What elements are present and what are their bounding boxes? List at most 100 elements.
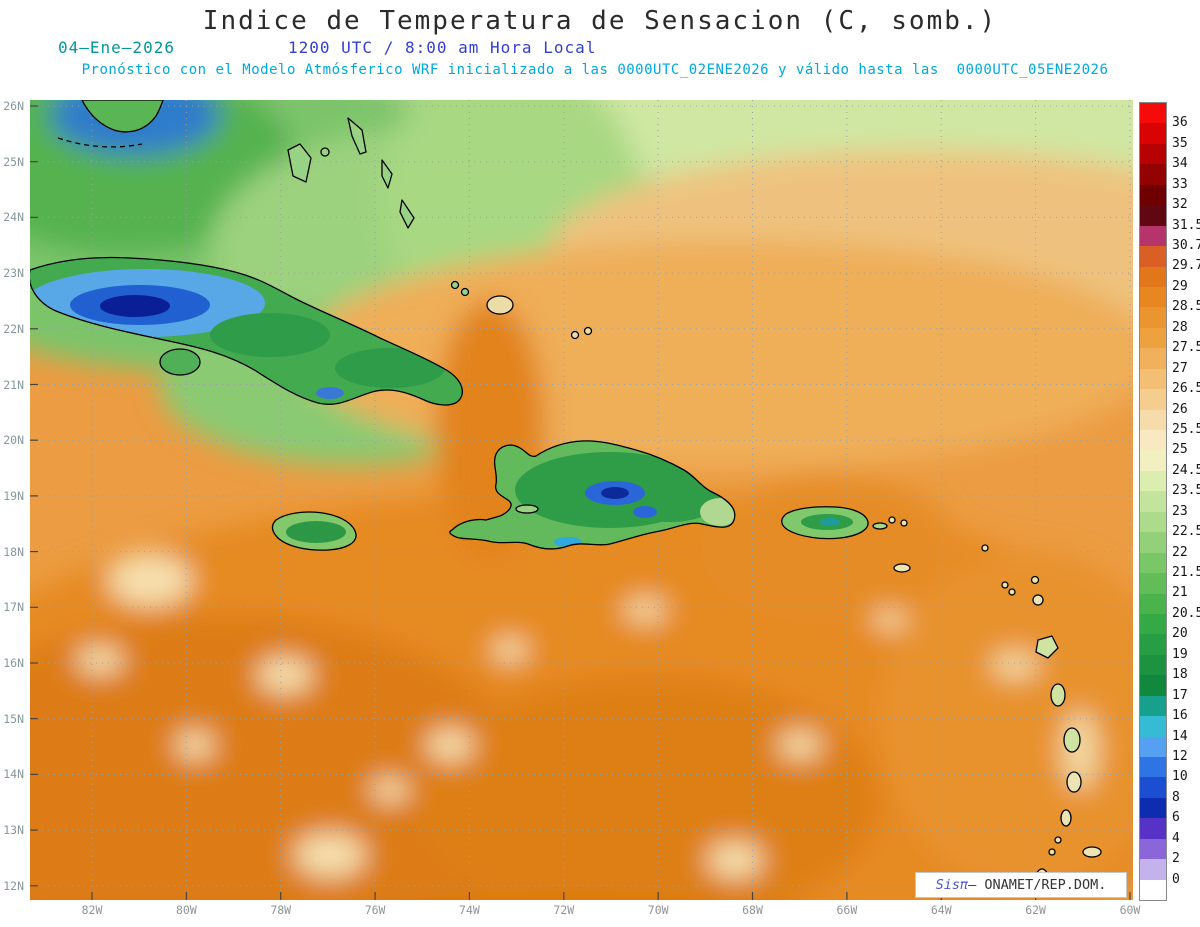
lat-label: 26N xyxy=(3,99,24,113)
colorbar-label: 36 xyxy=(1172,115,1188,131)
colorbar-label: 12 xyxy=(1172,748,1188,764)
colorbar-label: 32 xyxy=(1172,197,1188,213)
lat-label: 14N xyxy=(3,767,24,782)
colorbar-cell xyxy=(1140,838,1166,860)
lat-label: 18N xyxy=(3,544,24,559)
colorbar-label: 19 xyxy=(1172,646,1188,662)
lon-label: 68W xyxy=(742,903,763,917)
puerto-rico xyxy=(781,506,888,540)
colorbar-cell xyxy=(1140,368,1166,390)
colorbar-label: 2 xyxy=(1172,851,1180,867)
colorbar-cell xyxy=(1140,409,1166,430)
lat-label: 12N xyxy=(3,878,24,893)
colorbar-cell xyxy=(1140,879,1166,901)
lon-label: 72W xyxy=(553,903,575,917)
lat-axis: 26N 25N 24N 23N 22N 21N 20N 19N 18N 17N 16N 15N 14N 1… xyxy=(0,99,27,900)
lat-label: 15N xyxy=(3,711,24,726)
colorbar-label: 0 xyxy=(1172,871,1180,887)
colorbar-label: 26.5 xyxy=(1172,381,1200,397)
watermark-text: — ONAMET/REP.DOM. xyxy=(968,877,1107,893)
jamaica xyxy=(271,511,357,551)
colorbar-label: 30.7 xyxy=(1172,238,1200,254)
lon-label: 80W xyxy=(175,903,197,917)
colorbar-cell xyxy=(1140,327,1166,349)
forecast-time: 1200 UTC / 8:00 am Hora Local xyxy=(288,38,597,57)
coastlines xyxy=(30,100,1102,888)
colorbar-label: 17 xyxy=(1172,687,1188,703)
colorbar-cell xyxy=(1140,797,1166,819)
colorbar xyxy=(1139,102,1167,901)
colorbar-label: 25 xyxy=(1172,442,1188,458)
colorbar-cell xyxy=(1140,307,1166,328)
colorbar-label: 20 xyxy=(1172,626,1188,642)
watermark-brand: Sisπ xyxy=(935,877,969,893)
colorbar-label: 27 xyxy=(1172,360,1188,376)
colorbar-cell xyxy=(1140,246,1166,267)
colorbar-cell xyxy=(1140,593,1166,614)
colorbar-label: 29.7 xyxy=(1172,258,1200,274)
graticule xyxy=(30,100,1133,900)
colorbar-cell xyxy=(1140,818,1166,839)
model-info-line: Pronóstico con el Modelo Atmósferico WRF… xyxy=(81,62,1109,78)
lat-label: 13N xyxy=(3,823,24,838)
colorbar-cell xyxy=(1140,103,1166,124)
colorbar-cell xyxy=(1140,430,1166,451)
colorbar-label: 23 xyxy=(1172,503,1188,519)
colorbar-label: 35 xyxy=(1172,135,1188,151)
lon-axis: 82W 80W 78W 76W 74W 72W 70W 68W 66W 64W 62W 60W xyxy=(30,903,1141,921)
colorbar-label: 4 xyxy=(1172,830,1180,846)
colorbar-cell xyxy=(1140,777,1166,798)
lat-label: 19N xyxy=(3,488,24,503)
lon-label: 76W xyxy=(364,903,386,917)
colorbar-cell xyxy=(1140,859,1166,880)
colorbar-cell xyxy=(1140,450,1166,471)
colorbar-label: 20.5 xyxy=(1172,605,1200,621)
colorbar-cell xyxy=(1140,757,1166,778)
lat-label: 22N xyxy=(3,321,24,336)
lon-label: 74W xyxy=(459,903,480,917)
lat-label: 16N xyxy=(3,656,24,670)
lat-label: 21N xyxy=(3,377,24,392)
colorbar-label: 6 xyxy=(1172,810,1180,826)
colorbar-cell xyxy=(1140,389,1166,410)
lon-label: 62W xyxy=(1025,903,1046,917)
colorbar-label: 21 xyxy=(1172,585,1188,601)
colorbar-label: 22 xyxy=(1172,544,1188,560)
colorbar-cell xyxy=(1140,164,1166,185)
colorbar-labels: 36 35 34 33 32 31.5 30.7 29.7 29 28.5 28 27.5 27 26.5… xyxy=(1172,103,1200,900)
lat-label: 23N xyxy=(3,266,24,281)
colorbar-cell xyxy=(1140,695,1166,717)
lat-label: 17N xyxy=(3,600,24,615)
bahamas xyxy=(287,117,593,340)
map-panel: Sisπ — ONAMET/REP.DOM. xyxy=(30,100,1133,900)
colorbar-cell xyxy=(1140,470,1166,492)
colorbar-label: 10 xyxy=(1172,769,1188,785)
colorbar-cell xyxy=(1140,552,1166,574)
colorbar-label: 27.5 xyxy=(1172,340,1200,356)
florida-tip xyxy=(57,100,164,148)
colorbar-cell xyxy=(1140,511,1166,533)
colorbar-cell xyxy=(1140,634,1166,655)
colorbar-label: 8 xyxy=(1172,789,1180,805)
lat-label: 24N xyxy=(3,210,24,225)
forecast-date: 04—Ene—2026 xyxy=(58,38,175,57)
colorbar-cell xyxy=(1140,736,1166,757)
colorbar-cell xyxy=(1140,184,1166,206)
colorbar-cell xyxy=(1140,205,1166,226)
colorbar-label: 24.5 xyxy=(1172,462,1200,478)
lon-label: 66W xyxy=(836,903,858,917)
colorbar-cell xyxy=(1140,573,1166,594)
hispaniola xyxy=(449,440,736,550)
lon-label: 60W xyxy=(1119,903,1141,917)
lon-label: 70W xyxy=(647,903,669,917)
lon-label: 82W xyxy=(81,903,103,917)
colorbar-cell xyxy=(1140,348,1166,369)
colorbar-cell xyxy=(1140,613,1166,635)
colorbar-label: 25.5 xyxy=(1172,421,1200,437)
gonave-island xyxy=(515,504,539,514)
colorbar-label: 18 xyxy=(1172,667,1188,683)
colorbar-label: 22.5 xyxy=(1172,524,1200,540)
lon-label: 64W xyxy=(930,903,952,917)
page-title: Indice de Temperatura de Sensacion (C, s… xyxy=(202,6,998,36)
colorbar-label: 16 xyxy=(1172,708,1188,724)
